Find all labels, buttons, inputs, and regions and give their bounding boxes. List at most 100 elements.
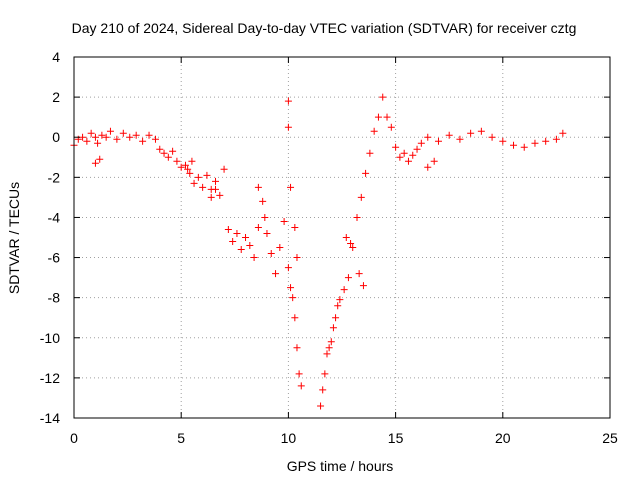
data-point-marker (409, 151, 417, 159)
data-point-marker (417, 139, 425, 147)
data-point-marker (349, 244, 357, 252)
data-point-marker (276, 244, 284, 252)
grid-lines (74, 57, 610, 418)
data-point-marker (177, 163, 185, 171)
y-tick-label: -12 (40, 370, 60, 386)
data-point-marker (340, 286, 348, 294)
data-point-marker (353, 213, 361, 221)
data-point-marker (413, 145, 421, 153)
data-point-marker (379, 93, 387, 101)
data-point-marker (344, 274, 352, 282)
data-point-marker (319, 386, 327, 394)
x-tick-label: 25 (602, 430, 618, 446)
data-point-marker (207, 193, 215, 201)
y-tick-label: 2 (52, 89, 60, 105)
data-point-marker (297, 382, 305, 390)
data-point-marker (293, 254, 301, 262)
data-point-marker (342, 234, 350, 241)
data-point-marker (259, 197, 267, 205)
data-point-marker (126, 133, 134, 141)
data-point-marker (284, 123, 292, 131)
data-point-marker (280, 217, 288, 225)
data-point-marker (295, 370, 303, 378)
data-point-marker (334, 302, 342, 310)
data-point-marker (325, 344, 333, 352)
data-point-marker (291, 314, 299, 322)
data-point-marker (139, 137, 147, 145)
data-point-marker (293, 344, 301, 352)
y-tick-label: 4 (52, 49, 60, 65)
x-tick-label: 10 (281, 430, 297, 446)
data-point-marker (145, 131, 153, 139)
data-point-marker (445, 131, 453, 139)
data-point-marker (400, 149, 408, 157)
data-point-marker (250, 254, 258, 262)
data-point-marker (190, 179, 198, 187)
data-point-marker (362, 169, 370, 177)
y-tick-label: -6 (48, 250, 61, 266)
data-point-marker (98, 131, 106, 139)
data-point-marker (374, 113, 382, 121)
data-point-marker (392, 143, 400, 151)
data-point-marker (317, 402, 325, 410)
y-tick-label: -10 (40, 330, 60, 346)
data-point-marker (224, 225, 232, 233)
data-point-marker (254, 183, 262, 191)
x-tick-label: 15 (388, 430, 404, 446)
data-point-marker (387, 123, 395, 131)
data-point-marker (499, 137, 507, 145)
y-tick-label: -14 (40, 410, 60, 426)
data-point-marker (233, 229, 241, 237)
data-point-marker (242, 234, 250, 241)
x-tick-label: 0 (70, 430, 78, 446)
plot-frame (73, 56, 611, 419)
data-point-marker (199, 183, 207, 191)
y-tick-label: -4 (48, 209, 61, 225)
x-tick-label: 5 (177, 430, 185, 446)
data-point-marker (467, 129, 475, 137)
data-point-marker (160, 149, 168, 157)
data-point-marker (456, 135, 464, 143)
data-point-marker (291, 223, 299, 231)
data-point-marker (289, 294, 297, 302)
data-point-marker (263, 229, 271, 237)
data-point-marker (542, 137, 550, 145)
data-point-marker (396, 153, 404, 161)
data-point-marker (430, 157, 438, 165)
data-point-marker (552, 135, 560, 143)
data-point-marker (229, 238, 237, 246)
data-point-marker (267, 250, 275, 258)
data-point-marker (186, 169, 194, 177)
data-point-marker (220, 165, 228, 173)
data-points (70, 93, 567, 410)
data-point-marker (510, 141, 518, 149)
x-tick-label: 20 (495, 430, 511, 446)
data-point-marker (336, 296, 344, 304)
y-axis-label: SDTVAR / TECUs (6, 182, 22, 294)
data-point-marker (164, 153, 172, 161)
data-point-marker (383, 113, 391, 121)
y-tick-label: 0 (52, 129, 60, 145)
data-point-marker (102, 133, 110, 141)
data-point-marker (477, 127, 485, 135)
data-point-marker (91, 159, 99, 167)
y-tick-label: -8 (48, 290, 61, 306)
data-point-marker (332, 314, 340, 322)
data-point-marker (531, 139, 539, 147)
data-point-marker (323, 350, 331, 358)
data-point-marker (284, 264, 292, 272)
data-point-marker (284, 97, 292, 105)
data-point-marker (347, 240, 355, 248)
data-point-marker (94, 139, 102, 147)
data-point-marker (424, 133, 432, 141)
data-point-marker (246, 242, 254, 250)
data-point-marker (156, 145, 164, 153)
data-point-marker (327, 338, 335, 346)
data-point-marker (355, 270, 363, 278)
data-point-marker (370, 127, 378, 135)
data-point-marker (559, 129, 567, 137)
data-point-marker (216, 191, 224, 199)
data-point-marker (181, 161, 189, 169)
